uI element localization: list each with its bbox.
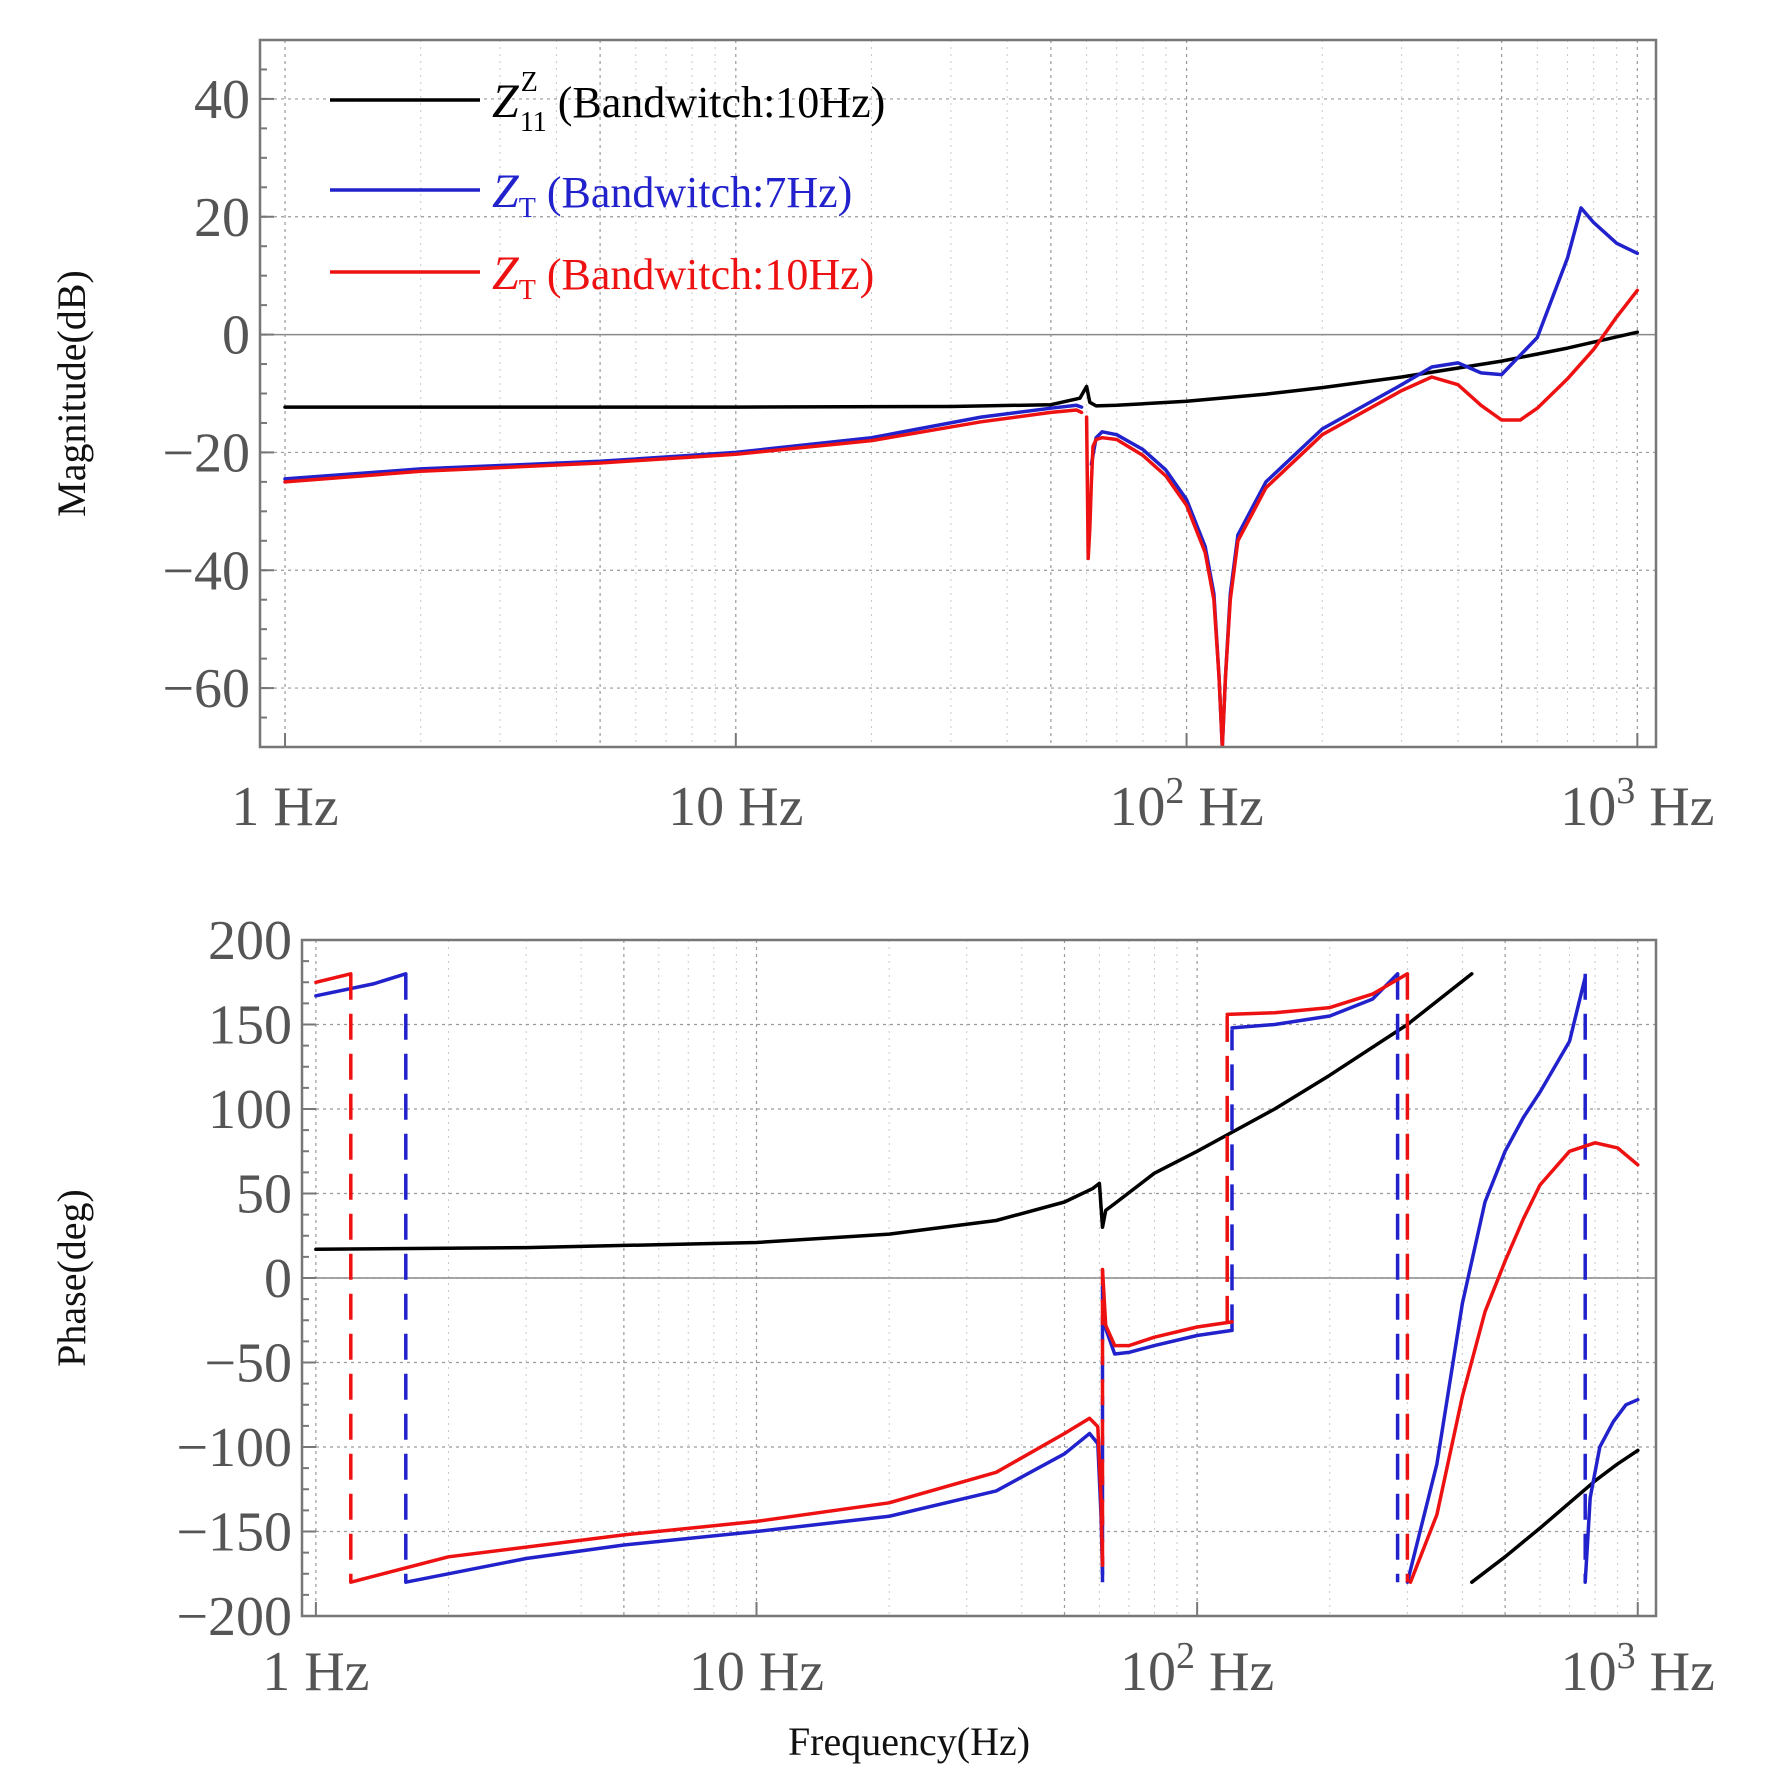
phase-ytick-label: 150 bbox=[208, 995, 292, 1057]
mag-ytick-label: 40 bbox=[194, 69, 250, 131]
mag-series-line bbox=[1089, 206, 1640, 747]
phase-xtick-label: 103 Hz bbox=[1561, 1635, 1715, 1703]
phase-xtick-label: 1 Hz bbox=[262, 1641, 369, 1703]
phase-series-line bbox=[1230, 972, 1400, 1030]
mag-plot-frame bbox=[258, 38, 1658, 749]
legend: ZZ 11 (Bandwitch:10Hz) ZT (Bandwitch:7Hz) Z… bbox=[330, 67, 885, 306]
phase-series-line bbox=[1225, 972, 1410, 1017]
mag-y-axis-title: Magnitude(dB) bbox=[49, 270, 94, 517]
phase-xtick-label: 10 Hz bbox=[689, 1641, 824, 1703]
phase-y-axis-title: Phase(deg) bbox=[49, 1189, 94, 1367]
phase-series-line bbox=[314, 972, 353, 985]
mag-ytick-label: −20 bbox=[162, 422, 250, 484]
phase-ytick-label: −150 bbox=[176, 1502, 292, 1564]
phase-ytick-label: 50 bbox=[236, 1164, 292, 1226]
mag-xtick-label: 103 Hz bbox=[1560, 770, 1714, 838]
phase-series-line bbox=[314, 972, 1474, 1252]
mag-ytick-label: −60 bbox=[162, 658, 250, 720]
phase-ytick-label: −100 bbox=[176, 1417, 292, 1479]
mag-grid bbox=[260, 40, 1656, 747]
phase-series-line bbox=[1583, 1397, 1640, 1584]
mag-xtick-label: 102 Hz bbox=[1109, 770, 1263, 838]
mag-xtick-label: 10 Hz bbox=[668, 776, 803, 838]
phase-series-line bbox=[349, 1416, 1105, 1584]
mag-series-line bbox=[283, 408, 1084, 484]
phase-x-axis-title: Frequency(Hz) bbox=[788, 1719, 1030, 1764]
mag-ytick-label: 20 bbox=[194, 187, 250, 249]
phase-series-line bbox=[1408, 1141, 1640, 1584]
legend-entry: ZT (Bandwitch:10Hz) bbox=[492, 247, 874, 306]
mag-series-line bbox=[283, 403, 1084, 481]
phase-ytick-label: −200 bbox=[176, 1586, 292, 1648]
phase-ytick-label: −50 bbox=[204, 1333, 292, 1395]
mag-xtick-label: 1 Hz bbox=[231, 776, 338, 838]
magnitude-panel: 40 20 0 −20 −40 −60 1 Hz 10 Hz 102 Hz 103 Hz Magni… bbox=[49, 38, 1714, 838]
phase-series bbox=[314, 972, 1640, 1584]
phase-series-line bbox=[1405, 975, 1587, 1584]
phase-xtick-label: 102 Hz bbox=[1120, 1635, 1274, 1703]
mag-series-line bbox=[1084, 288, 1640, 747]
phase-series-line bbox=[314, 972, 408, 998]
phase-ytick-label: 0 bbox=[264, 1248, 292, 1310]
legend-entry: ZT (Bandwitch:7Hz) bbox=[492, 165, 852, 224]
phase-ytick-label: 200 bbox=[208, 910, 292, 972]
phase-grid bbox=[302, 939, 1656, 1617]
phase-series-line bbox=[1470, 1448, 1640, 1584]
mag-series bbox=[283, 206, 1640, 747]
phase-series-line bbox=[1100, 1267, 1234, 1348]
phase-ytick-label: 100 bbox=[208, 1079, 292, 1141]
mag-series-line bbox=[283, 330, 1640, 409]
mag-ytick-label: 0 bbox=[222, 305, 250, 367]
mag-ytick-label: −40 bbox=[162, 540, 250, 602]
phase-series-line bbox=[404, 1431, 1105, 1584]
legend-entry: ZZ 11 (Bandwitch:10Hz) bbox=[492, 67, 885, 138]
